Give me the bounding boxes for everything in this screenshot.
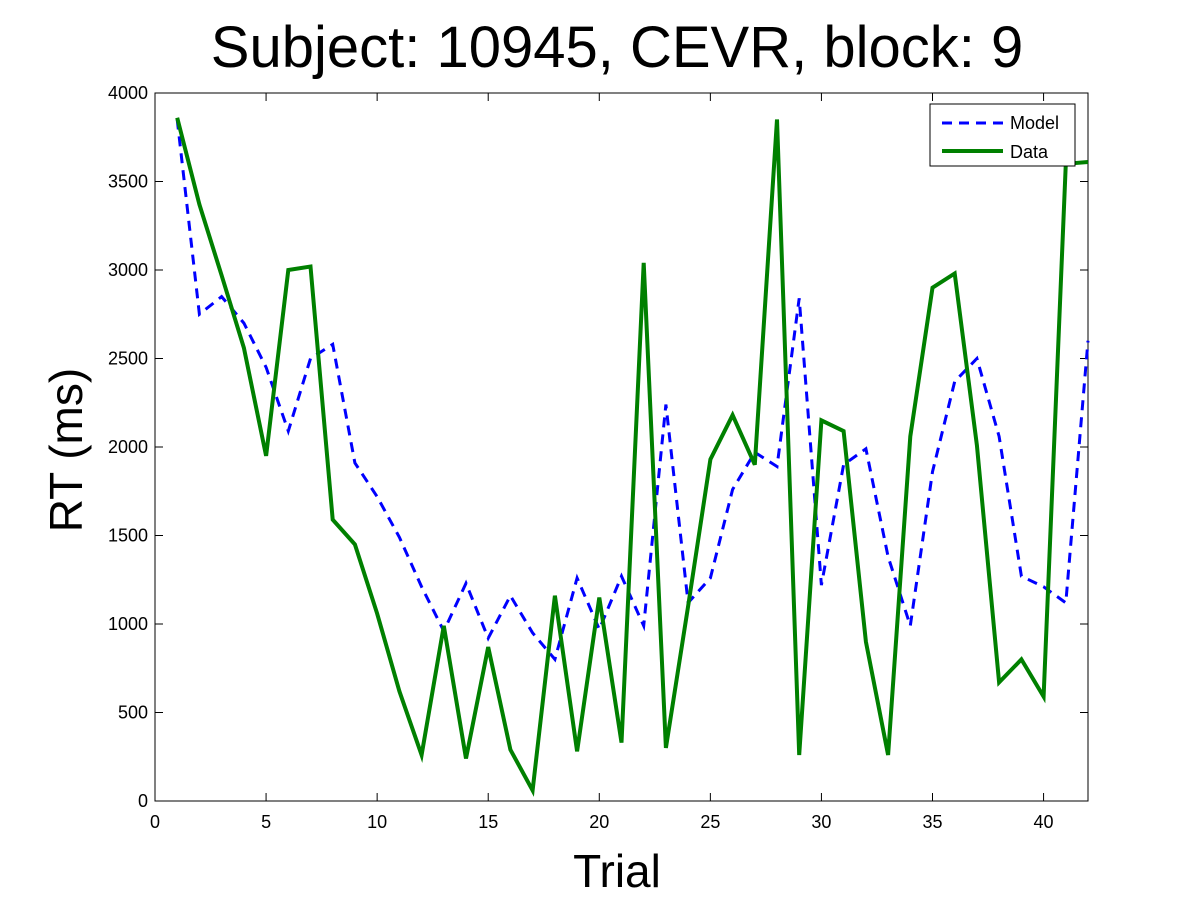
x-tick-label: 30 [811, 812, 831, 832]
y-tick-label: 3500 [108, 172, 148, 192]
x-tick-label: 20 [589, 812, 609, 832]
x-axis-label: Trial [573, 845, 661, 897]
plot-area [154, 92, 1089, 802]
series-line-data [175, 117, 1089, 797]
y-tick-label: 500 [118, 703, 148, 723]
x-tick-label: 40 [1034, 812, 1054, 832]
y-tick-label: 1500 [108, 526, 148, 546]
chart-title: Subject: 10945, CEVR, block: 9 [211, 15, 1023, 80]
legend: Model Data [929, 103, 1076, 167]
x-tick-label: 10 [367, 812, 387, 832]
y-tick-label: 2500 [108, 349, 148, 369]
x-tick-label: 35 [922, 812, 942, 832]
legend-label-data: Data [1010, 142, 1049, 162]
y-tick-label: 3000 [108, 260, 148, 280]
x-tick-label: 25 [700, 812, 720, 832]
legend-box [929, 103, 1076, 167]
series-line-model [175, 119, 1090, 663]
y-tick-label: 1000 [108, 614, 148, 634]
y-axis-label: RT (ms) [40, 368, 92, 532]
x-tick-label: 5 [261, 812, 271, 832]
series-layer [175, 117, 1090, 797]
y-tick-label: 0 [138, 791, 148, 811]
x-axis-ticks: 0 5 10 15 20 25 30 35 40 [150, 93, 1054, 832]
legend-label-model: Model [1010, 113, 1059, 133]
x-tick-label: 15 [478, 812, 498, 832]
x-tick-label: 0 [150, 812, 160, 832]
y-axis-ticks: 0 500 1000 1500 2000 2500 3000 3500 4000 [108, 83, 1088, 811]
y-tick-label: 4000 [108, 83, 148, 103]
y-tick-label: 2000 [108, 437, 148, 457]
